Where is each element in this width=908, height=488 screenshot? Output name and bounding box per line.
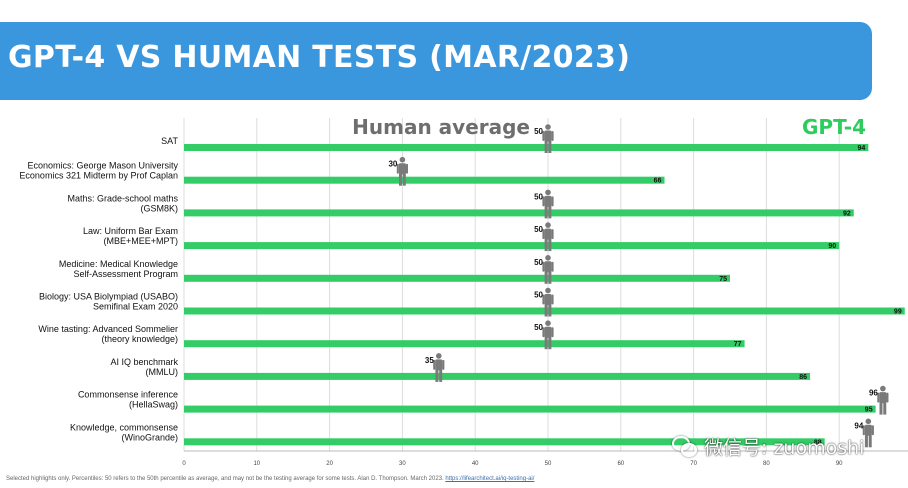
human-value-label: 35 [425, 356, 434, 365]
x-tick-label: 0 [182, 461, 186, 467]
legend-human-average: Human average [352, 115, 530, 139]
gpt4-value-label: 86 [799, 374, 807, 381]
gpt4-value-label: 94 [858, 145, 866, 152]
bar-gpt4 [184, 372, 811, 380]
human-average-marker [542, 320, 554, 350]
human-value-label: 96 [869, 389, 878, 398]
bar-gpt4 [184, 405, 876, 413]
watermark: 微信号: zuomoshi [672, 432, 864, 460]
category-label: Self-Assessment Program [73, 269, 178, 279]
category-label: Biology: USA Biolympiad (USABO) [39, 292, 178, 302]
legend-gpt4: GPT-4 [802, 115, 866, 139]
human-average-marker [877, 385, 889, 415]
x-tick-label: 70 [690, 461, 697, 467]
page-title: GPT-4 VS HUMAN TESTS (MAR/2023) [8, 40, 631, 75]
category-label: Commonsense inference [78, 390, 178, 400]
x-tick-label: 80 [763, 461, 770, 467]
footnote-text: Selected highlights only. Percentiles: 5… [6, 476, 446, 482]
category-label: (WinoGrande) [121, 432, 178, 442]
human-average-marker [862, 418, 874, 448]
source-link[interactable]: https://lifearchitect.ai/iq-testing-ai/ [445, 476, 535, 482]
x-tick-label: 20 [326, 461, 333, 467]
category-label: (GSM8K) [140, 203, 178, 213]
title-banner: GPT-4 VS HUMAN TESTS (MAR/2023) [0, 22, 872, 100]
category-label: Wine tasting: Advanced Sommelier [38, 324, 178, 334]
category-label: Semifinal Exam 2020 [93, 302, 178, 312]
x-tick-label: 60 [617, 461, 624, 467]
bar-gpt4 [184, 144, 869, 151]
human-value-label: 50 [534, 291, 543, 300]
gpt4-value-label: 99 [894, 309, 902, 316]
category-label: Economics: George Mason University [27, 161, 178, 171]
bar-gpt4 [184, 274, 730, 282]
gpt4-value-label: 95 [865, 407, 873, 414]
gpt4-value-label: 77 [734, 341, 742, 348]
human-value-label: 50 [534, 192, 543, 201]
category-label: (MBE+MEE+MPT) [103, 236, 178, 246]
human-average-marker [542, 124, 554, 153]
human-value-label: 50 [534, 323, 543, 332]
category-label: Knowledge, commonsense [70, 422, 178, 432]
gpt4-value-label: 75 [719, 276, 727, 283]
category-label: Law: Uniform Bar Exam [83, 226, 178, 236]
category-label: Maths: Grade-school maths [67, 193, 178, 203]
human-value-label: 50 [534, 127, 543, 136]
human-average-marker [542, 255, 554, 284]
bar-gpt4 [184, 307, 905, 315]
gpt4-value-label: 90 [828, 243, 836, 250]
human-average-marker [396, 156, 408, 186]
bar-gpt4 [184, 209, 854, 217]
human-average-marker [542, 222, 554, 252]
x-tick-label: 40 [472, 461, 479, 467]
category-label: AI IQ benchmark [110, 357, 178, 367]
bar-gpt4 [184, 438, 825, 446]
human-value-label: 50 [534, 225, 543, 234]
category-label: (theory knowledge) [101, 334, 178, 344]
x-tick-label: 10 [253, 461, 260, 467]
footnote: Selected highlights only. Percentiles: 5… [6, 476, 534, 482]
wechat-icon [672, 435, 698, 457]
human-average-marker [542, 287, 554, 317]
human-value-label: 94 [854, 421, 863, 430]
gpt4-value-label: 66 [654, 178, 662, 185]
human-value-label: 30 [388, 160, 397, 169]
category-label: Medicine: Medical Knowledge [59, 259, 178, 269]
gpt4-value-label: 88 [814, 439, 822, 446]
category-label: Economics 321 Midterm by Prof Caplan [19, 171, 178, 181]
bar-gpt4 [184, 242, 840, 250]
gpt4-value-label: 92 [843, 210, 851, 217]
bar-gpt4 [184, 340, 745, 348]
x-tick-label: 50 [545, 461, 552, 467]
human-value-label: 50 [534, 258, 543, 267]
watermark-text: 微信号: zuomoshi [704, 436, 865, 459]
category-label: (HellaSwag) [129, 400, 178, 410]
x-tick-label: 90 [836, 461, 843, 467]
x-tick-label: 30 [399, 461, 406, 467]
human-average-marker [433, 353, 445, 382]
bar-gpt4 [184, 176, 665, 184]
category-label: SAT [161, 136, 178, 146]
human-average-marker [542, 189, 554, 219]
gpt4-vs-human-chart: 0 10 20 30 40 50 60 70 80 90 Human average GPT-4 SAT… [19, 115, 908, 467]
category-label: (MMLU) [146, 367, 179, 377]
